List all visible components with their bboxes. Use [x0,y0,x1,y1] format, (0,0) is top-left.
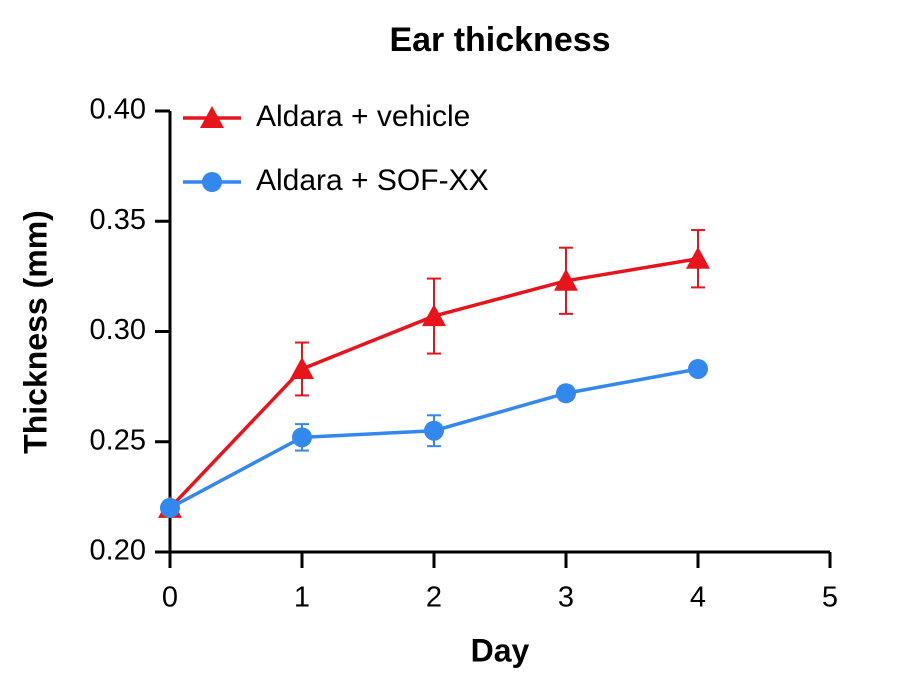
marker [556,383,576,404]
legend-label: Aldara + SOF-XX [256,164,489,197]
x-tick-label: 5 [822,582,838,614]
marker [290,356,314,379]
x-tick-label: 2 [426,582,442,614]
marker [424,420,444,441]
chart-title: Ear thickness [389,21,610,59]
x-tick-label: 0 [162,582,178,614]
y-tick-label: 0.30 [90,314,146,346]
legend-marker [200,106,224,128]
legend-label: Aldara + vehicle [256,100,470,133]
y-tick-label: 0.40 [90,94,146,126]
marker [160,497,180,518]
marker [686,246,710,269]
y-axis-label: Thickness (mm) [17,210,53,454]
marker [688,358,708,379]
x-tick-label: 1 [294,582,310,614]
x-axis-label: Day [471,632,530,668]
marker [292,427,312,448]
x-tick-label: 3 [558,582,574,614]
x-tick-label: 4 [690,582,706,614]
y-tick-label: 0.25 [90,424,146,456]
y-tick-label: 0.35 [90,204,146,236]
marker [422,304,446,327]
y-tick-label: 0.20 [90,535,146,567]
marker [554,268,578,291]
legend-marker [202,172,222,192]
